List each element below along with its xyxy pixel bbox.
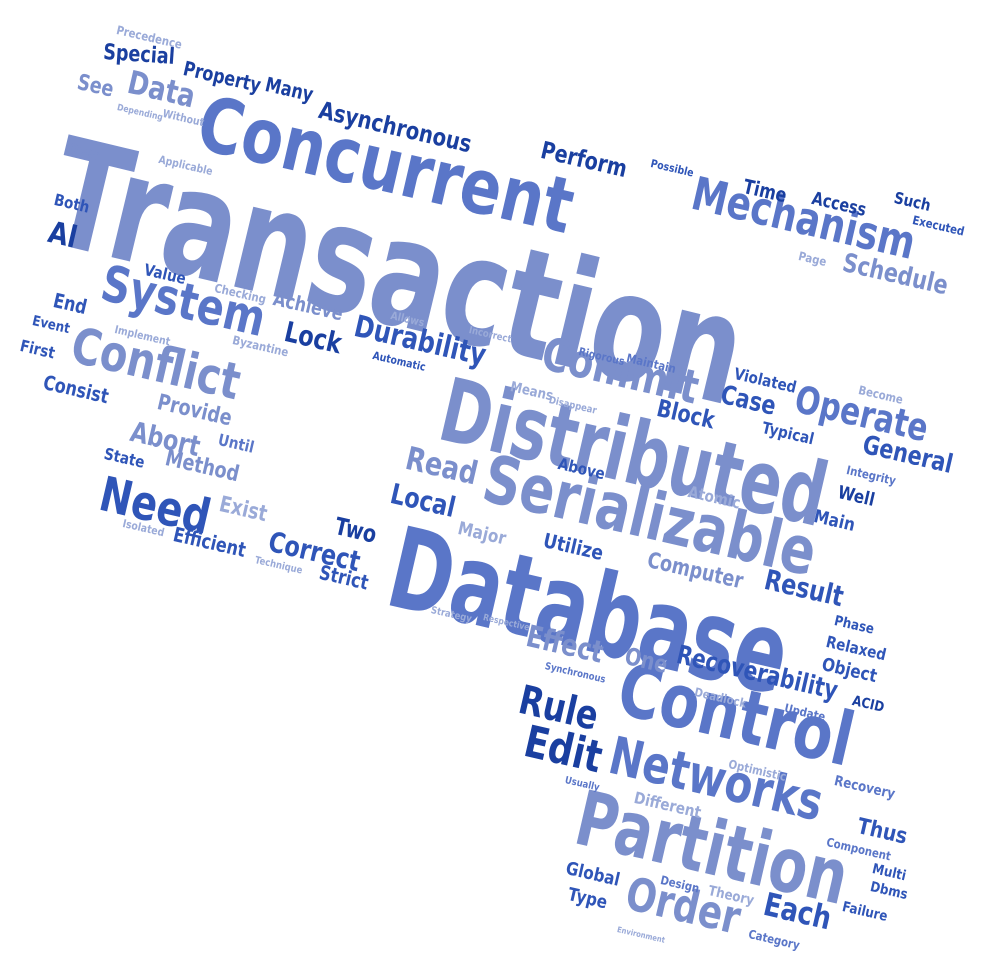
word-well: Well	[835, 482, 877, 511]
word-strict: Strict	[317, 560, 371, 595]
word-failure: Failure	[840, 899, 890, 925]
word-recovery: Recovery	[832, 773, 897, 803]
word-see: See	[74, 70, 117, 103]
word-possible: Possible	[649, 157, 695, 180]
word-page: Page	[797, 249, 828, 270]
word-executed: Executed	[911, 213, 966, 239]
word-category: Category	[747, 927, 802, 953]
word-without: Without	[161, 107, 206, 130]
word-efficient: Efficient	[171, 522, 249, 563]
word-phase: Phase	[832, 613, 876, 638]
word-end: End	[51, 288, 90, 320]
word-type: Type	[565, 884, 610, 914]
word-such: Such	[892, 188, 933, 215]
word-event: Event	[30, 313, 72, 338]
word-integrity: Integrity	[845, 463, 898, 488]
word-until: Until	[216, 430, 257, 457]
word-environment: Environment	[616, 925, 666, 945]
word-method: Method	[162, 446, 242, 488]
word-exist: Exist	[216, 492, 270, 528]
word-first: First	[18, 336, 57, 363]
